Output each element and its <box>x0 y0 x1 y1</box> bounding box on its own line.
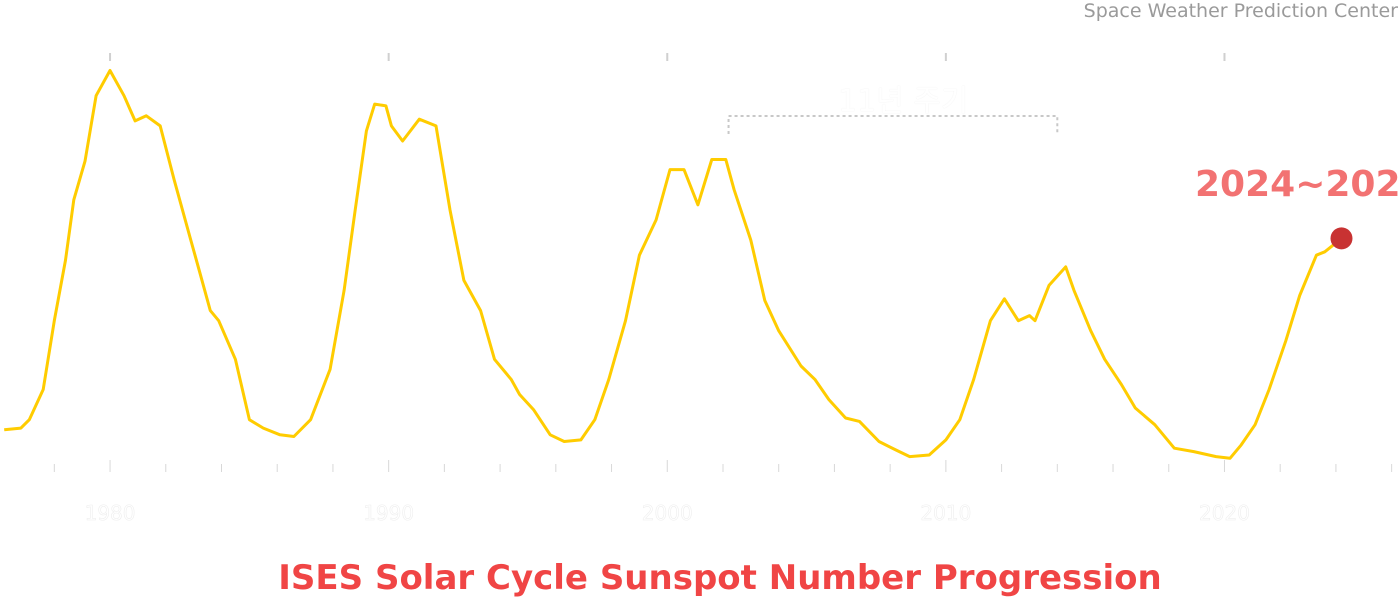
cycle-bracket <box>727 115 1059 134</box>
x-tick-label: 2010 <box>920 501 971 525</box>
source-label: Space Weather Prediction Center <box>1083 0 1398 22</box>
chart-title: ISES Solar Cycle Sunspot Number Progress… <box>278 558 1162 598</box>
x-tick-label: 2020 <box>1199 501 1250 525</box>
cycle-annotation-label: 11년 주기 <box>838 84 969 119</box>
x-tick-label: 1980 <box>85 501 136 525</box>
x-tick-label: 1990 <box>363 501 414 525</box>
highlight-point <box>1330 227 1353 250</box>
x-tick-label: 2000 <box>642 501 693 525</box>
highlight-label: 2024~2025 <box>1195 164 1400 205</box>
sunspot-line <box>4 69 1343 460</box>
